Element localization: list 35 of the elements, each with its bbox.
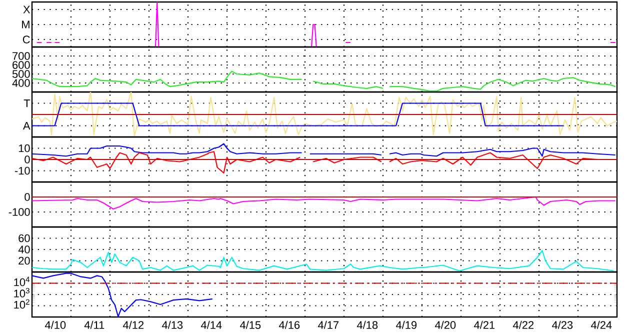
x-tick-label: 4/14 bbox=[200, 320, 222, 329]
x-tick-label: 4/19 bbox=[396, 320, 417, 329]
text: M bbox=[22, 20, 30, 28]
x-tick-label: 4/22 bbox=[512, 320, 534, 329]
x-tick-label: 4/21 bbox=[474, 320, 495, 329]
y-tick-label: -100 bbox=[8, 208, 30, 216]
x-tick-label: 4/18 bbox=[356, 320, 378, 329]
x-tick-label: 4/10 bbox=[44, 320, 66, 329]
x-tick-label: 4/12 bbox=[122, 320, 144, 329]
y-tick-label: 10$^{2}$ bbox=[14, 299, 30, 309]
y-tick-label: 400 bbox=[12, 79, 30, 87]
y-tick-label: 60 bbox=[18, 234, 30, 242]
y-tick-label: 700 bbox=[12, 52, 30, 60]
text: C bbox=[22, 36, 30, 44]
x-tick-label: 4/11 bbox=[84, 320, 104, 329]
x-tick-label: 4/23 bbox=[552, 320, 573, 329]
text: A bbox=[23, 122, 30, 130]
y-tick-label: 10$^{3}$ bbox=[14, 288, 30, 298]
x-tick-label: 4/17 bbox=[318, 320, 339, 329]
x-tick-label: 4/16 bbox=[278, 320, 300, 329]
y-tick-label: 500 bbox=[12, 70, 30, 78]
y-tick-label: 0 bbox=[24, 156, 30, 164]
x-tick-label: 4/24 bbox=[590, 320, 612, 329]
y-tick-label: -10 bbox=[14, 166, 30, 175]
text: X bbox=[23, 6, 30, 14]
x-tick-label: 4/15 bbox=[240, 320, 261, 329]
y-tick-label: 0 bbox=[24, 193, 30, 201]
text: T bbox=[24, 99, 30, 108]
y-tick-label: 40 bbox=[18, 246, 30, 254]
y-tick-label: 10 bbox=[18, 144, 30, 152]
x-tick-label: 4/13 bbox=[162, 320, 183, 329]
y-tick-label: 10$^{4}$ bbox=[14, 276, 30, 286]
x-tick-label: 4/20 bbox=[434, 320, 456, 329]
y-tick-label: 600 bbox=[12, 61, 30, 69]
y-tick-label: 20 bbox=[18, 256, 30, 265]
